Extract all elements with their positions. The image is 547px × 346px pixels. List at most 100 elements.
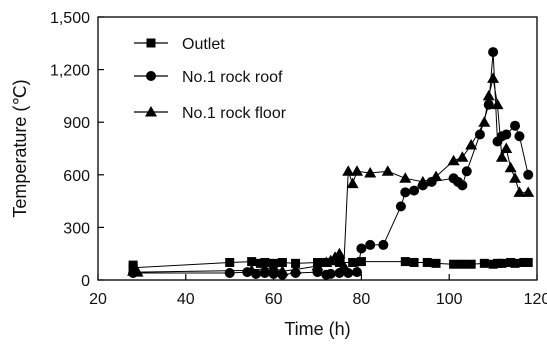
data-point-no-1-rock-floor — [513, 186, 526, 197]
data-point-outlet — [277, 257, 287, 267]
data-point-outlet — [510, 258, 520, 268]
data-point-no-1-rock-floor — [258, 262, 271, 274]
plot-border — [97, 16, 538, 281]
y-tick-label: 1,200 — [50, 63, 90, 80]
data-point-no-1-rock-floor — [337, 259, 350, 271]
data-point-no-1-rock-floor — [522, 186, 535, 197]
data-point-no-1-rock-roof — [510, 120, 521, 131]
data-point-no-1-rock-floor — [333, 247, 346, 259]
legend-label: No.1 rock roof — [182, 69, 283, 86]
data-point-outlet — [409, 257, 419, 267]
data-point-no-1-rock-floor — [491, 98, 504, 110]
data-point-no-1-rock-roof — [378, 239, 389, 250]
data-point-outlet — [497, 258, 507, 268]
x-tick-label: 100 — [436, 291, 463, 308]
data-point-no-1-rock-roof — [343, 267, 354, 278]
legend-item-no-1-rock-floor: No.1 rock floor — [134, 105, 287, 122]
data-point-no-1-rock-roof — [224, 267, 235, 278]
data-point-outlet — [466, 259, 476, 269]
y-tick-label: 900 — [63, 115, 90, 132]
data-point-no-1-rock-roof — [514, 131, 525, 142]
x-axis-title: Time (h) — [284, 319, 350, 339]
data-point-no-1-rock-floor — [430, 170, 443, 182]
data-point-no-1-rock-floor — [478, 116, 491, 127]
data-point-no-1-rock-roof — [356, 243, 367, 254]
x-tick-label: 80 — [353, 291, 371, 308]
data-point-no-1-rock-roof — [461, 166, 472, 177]
x-axis-ticks: 20 40 60 80 100 120 — [89, 274, 547, 308]
data-point-no-1-rock-floor — [381, 165, 394, 176]
data-point-no-1-rock-roof — [501, 129, 512, 140]
x-tick-label: 40 — [177, 291, 195, 308]
data-point-no-1-rock-roof — [409, 185, 420, 196]
data-point-no-1-rock-roof — [474, 129, 485, 140]
data-point-outlet — [400, 257, 410, 267]
legend-marker — [146, 71, 156, 81]
legend-label: Outlet — [182, 36, 225, 53]
y-tick-label: 0 — [81, 273, 90, 290]
data-point-no-1-rock-floor — [276, 265, 289, 276]
data-point-outlet — [348, 257, 358, 267]
data-point-no-1-rock-floor — [500, 142, 513, 153]
data-point-no-1-rock-floor — [447, 154, 460, 166]
data-point-outlet — [431, 258, 441, 268]
legend: Outlet No.1 rock roof No.1 rock floor — [134, 36, 287, 122]
legend-marker — [145, 106, 157, 117]
legend-item-outlet: Outlet — [134, 36, 225, 53]
plot-frame — [97, 16, 538, 281]
data-point-no-1-rock-roof — [365, 239, 376, 250]
data-point-outlet — [449, 259, 459, 269]
data-point-no-1-rock-roof — [523, 169, 534, 180]
data-point-outlet — [247, 257, 257, 267]
y-tick-label: 300 — [63, 220, 90, 237]
data-point-no-1-rock-floor — [311, 259, 324, 271]
data-point-no-1-rock-floor — [342, 165, 355, 176]
x-tick-label: 120 — [524, 291, 547, 308]
data-point-outlet — [260, 257, 270, 267]
data-point-no-1-rock-floor — [509, 172, 522, 183]
series-layer — [127, 47, 535, 280]
y-axis-title: Temperature (℃) — [10, 79, 30, 217]
y-tick-label: 600 — [63, 168, 90, 185]
data-point-no-1-rock-floor — [346, 177, 359, 189]
x-tick-label: 20 — [89, 291, 107, 308]
y-tick-label: 1,500 — [50, 10, 90, 27]
legend-marker — [146, 38, 156, 48]
data-point-no-1-rock-floor — [456, 151, 469, 162]
data-point-no-1-rock-roof — [325, 268, 336, 279]
data-point-outlet — [334, 257, 344, 267]
data-point-no-1-rock-roof — [395, 201, 406, 212]
data-point-no-1-rock-roof — [334, 267, 345, 278]
data-point-no-1-rock-floor — [289, 263, 302, 274]
legend-item-no-1-rock-roof: No.1 rock roof — [134, 69, 283, 86]
data-point-no-1-rock-floor — [245, 264, 258, 275]
y-axis-ticks: 0 300 600 900 1,200 1,500 — [50, 10, 104, 290]
data-point-no-1-rock-floor — [399, 172, 412, 183]
data-point-no-1-rock-floor — [495, 151, 508, 162]
data-point-no-1-rock-floor — [351, 165, 364, 176]
legend-label: No.1 rock floor — [182, 105, 287, 122]
data-point-outlet — [356, 257, 366, 267]
data-point-no-1-rock-roof — [400, 187, 411, 198]
x-tick-label: 60 — [265, 291, 283, 308]
data-point-no-1-rock-floor — [465, 138, 478, 150]
data-point-outlet — [225, 257, 235, 267]
series-no-1-rock-floor — [127, 72, 535, 277]
data-point-no-1-rock-floor — [267, 261, 280, 273]
data-point-no-1-rock-roof — [488, 47, 499, 58]
data-point-outlet — [523, 257, 533, 267]
data-point-no-1-rock-roof — [457, 180, 468, 191]
data-point-no-1-rock-floor — [504, 161, 517, 173]
data-point-outlet — [422, 257, 432, 267]
data-point-no-1-rock-floor — [482, 89, 495, 101]
data-point-no-1-rock-floor — [487, 72, 500, 83]
data-point-outlet — [291, 258, 301, 268]
data-point-no-1-rock-floor — [131, 266, 144, 277]
data-point-outlet — [479, 258, 489, 268]
data-point-outlet — [457, 259, 467, 269]
data-point-no-1-rock-floor — [416, 175, 429, 187]
data-point-no-1-rock-floor — [364, 167, 377, 178]
data-point-no-1-rock-roof — [352, 267, 363, 278]
data-point-no-1-rock-roof — [483, 99, 494, 110]
